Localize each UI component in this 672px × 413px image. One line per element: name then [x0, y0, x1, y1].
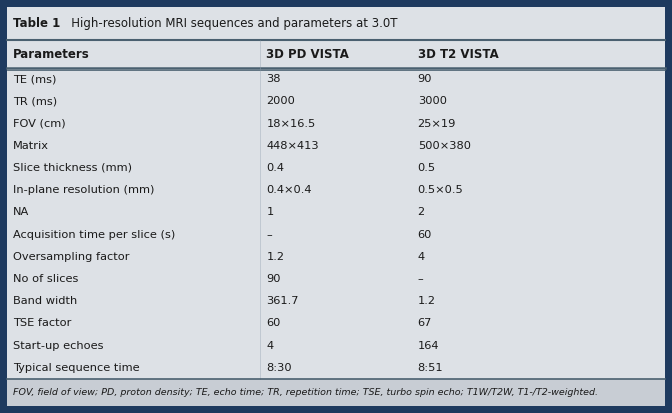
Text: Table 1: Table 1 [13, 17, 60, 30]
Text: 90: 90 [266, 274, 281, 284]
Text: FOV (cm): FOV (cm) [13, 119, 66, 128]
Text: TR (ms): TR (ms) [13, 96, 57, 106]
Text: 500×380: 500×380 [418, 141, 470, 151]
Text: Matrix: Matrix [13, 141, 49, 151]
Text: 4: 4 [266, 341, 274, 351]
Text: TSE factor: TSE factor [13, 318, 71, 328]
Text: Band width: Band width [13, 296, 77, 306]
Text: 90: 90 [418, 74, 432, 84]
Text: FOV, field of view; PD, proton density; TE, echo time; TR, repetition time; TSE,: FOV, field of view; PD, proton density; … [13, 388, 598, 397]
Text: –: – [266, 230, 272, 240]
Bar [7, 379, 665, 406]
Text: 361.7: 361.7 [266, 296, 299, 306]
Text: 0.5: 0.5 [418, 163, 436, 173]
Text: 8:30: 8:30 [266, 363, 292, 373]
Text: High-resolution MRI sequences and parameters at 3.0T: High-resolution MRI sequences and parame… [60, 17, 398, 30]
Text: –: – [418, 274, 423, 284]
Text: 67: 67 [418, 318, 432, 328]
Text: 2: 2 [418, 207, 425, 217]
Text: 60: 60 [266, 318, 281, 328]
Text: 0.4×0.4: 0.4×0.4 [266, 185, 312, 195]
Text: 1: 1 [266, 207, 274, 217]
Text: NA: NA [13, 207, 30, 217]
Text: Oversampling factor: Oversampling factor [13, 252, 130, 262]
Text: 448×413: 448×413 [266, 141, 319, 151]
Text: Acquisition time per slice (s): Acquisition time per slice (s) [13, 230, 175, 240]
Text: 25×19: 25×19 [418, 119, 456, 128]
Text: 38: 38 [266, 74, 281, 84]
Text: Slice thickness (mm): Slice thickness (mm) [13, 163, 132, 173]
Text: 1.2: 1.2 [418, 296, 435, 306]
Text: 1.2: 1.2 [266, 252, 284, 262]
Text: 4: 4 [418, 252, 425, 262]
Text: 60: 60 [418, 230, 432, 240]
Text: 0.4: 0.4 [266, 163, 284, 173]
Text: 2000: 2000 [266, 96, 295, 106]
Text: 3D PD VISTA: 3D PD VISTA [266, 47, 349, 60]
Text: TE (ms): TE (ms) [13, 74, 56, 84]
Text: Parameters: Parameters [13, 47, 90, 60]
Text: 8:51: 8:51 [418, 363, 444, 373]
Text: 3D T2 VISTA: 3D T2 VISTA [418, 47, 499, 60]
Text: 0.5×0.5: 0.5×0.5 [418, 185, 464, 195]
Text: 3000: 3000 [418, 96, 447, 106]
Text: No of slices: No of slices [13, 274, 79, 284]
Text: Start-up echoes: Start-up echoes [13, 341, 103, 351]
Text: 18×16.5: 18×16.5 [266, 119, 316, 128]
Text: In-plane resolution (mm): In-plane resolution (mm) [13, 185, 155, 195]
Text: 164: 164 [418, 341, 439, 351]
Text: Typical sequence time: Typical sequence time [13, 363, 140, 373]
